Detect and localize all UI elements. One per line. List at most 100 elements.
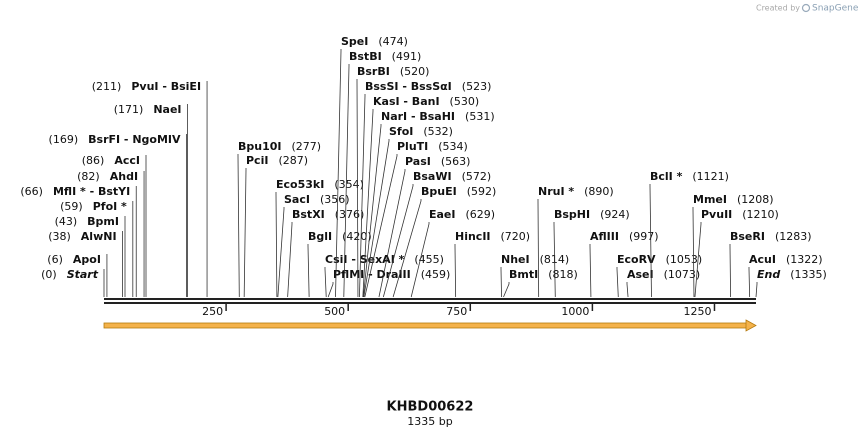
site-label: BsrBI (520) bbox=[357, 65, 429, 78]
site-name: Start bbox=[67, 268, 99, 281]
site-name: BpuEI bbox=[421, 185, 457, 198]
site-line bbox=[362, 124, 382, 298]
site-name: SpeI bbox=[341, 35, 368, 48]
site-line bbox=[363, 139, 390, 298]
site-name: PfoI * bbox=[93, 200, 127, 213]
site-name: BsrFI - NgoMIV bbox=[88, 133, 181, 146]
site-position: (459) bbox=[421, 268, 451, 281]
site-label: BmtI (818) bbox=[509, 268, 578, 281]
site-line bbox=[410, 222, 430, 298]
site-position: (924) bbox=[600, 208, 630, 221]
site-label: (66) MflI * - BstYI bbox=[20, 185, 130, 198]
ruler-label: 1250 bbox=[683, 305, 711, 318]
site-name: AseI bbox=[627, 268, 654, 281]
site-label: BsaWI (572) bbox=[413, 170, 491, 183]
logo-icon bbox=[801, 3, 811, 13]
site-position: (171) bbox=[114, 103, 144, 116]
site-position: (287) bbox=[278, 154, 308, 167]
site-position: (38) bbox=[48, 230, 71, 243]
site-name: BpmI bbox=[87, 215, 119, 228]
site-position: (6) bbox=[47, 253, 63, 266]
site-label: End (1335) bbox=[757, 268, 827, 281]
site-line bbox=[378, 169, 406, 298]
site-position: (491) bbox=[392, 50, 422, 63]
site-name: BsrBI bbox=[357, 65, 390, 78]
site-line bbox=[553, 222, 556, 298]
site-name: AflIII bbox=[590, 230, 619, 243]
site-label: HincII (720) bbox=[455, 230, 530, 243]
ruler-label: 250 bbox=[202, 305, 223, 318]
site-position: (572) bbox=[462, 170, 492, 183]
site-name: NruI * bbox=[538, 185, 574, 198]
site-position: (0) bbox=[41, 268, 57, 281]
site-label: (211) PvuI - BsiEI bbox=[92, 80, 201, 93]
site-line bbox=[616, 267, 619, 298]
site-position: (563) bbox=[441, 155, 471, 168]
site-line bbox=[692, 207, 695, 298]
site-label: (169) BsrFI - NgoMIV bbox=[49, 133, 181, 146]
site-position: (376) bbox=[335, 208, 365, 221]
site-position: (455) bbox=[414, 253, 444, 266]
site-name: BspHI bbox=[554, 208, 590, 221]
site-name: MflI * - BstYI bbox=[53, 185, 130, 198]
site-name: PciI bbox=[246, 154, 268, 167]
site-name: BmtI bbox=[509, 268, 538, 281]
site-position: (354) bbox=[334, 178, 364, 191]
site-label: AflIII (997) bbox=[590, 230, 659, 243]
site-label: (82) AhdI bbox=[77, 170, 138, 183]
site-label: SpeI (474) bbox=[341, 35, 408, 48]
site-name: Bpu10I bbox=[238, 140, 282, 153]
site-position: (629) bbox=[466, 208, 496, 221]
site-position: (211) bbox=[92, 80, 122, 93]
site-label: BpuEI (592) bbox=[421, 185, 496, 198]
site-label: Bpu10I (277) bbox=[238, 140, 321, 153]
site-line bbox=[324, 267, 327, 298]
dna-strand-bottom bbox=[104, 302, 756, 304]
site-label: CsiI - SexAI * (455) bbox=[325, 253, 444, 266]
site-name: Eco53kI bbox=[276, 178, 324, 191]
title: KHBD00622 bbox=[387, 400, 474, 415]
site-name: HincII bbox=[455, 230, 491, 243]
site-position: (277) bbox=[292, 140, 322, 153]
site-label: NheI (814) bbox=[501, 253, 569, 266]
site-name: MmeI bbox=[693, 193, 727, 206]
site-label: BclI * (1121) bbox=[650, 170, 729, 183]
site-position: (531) bbox=[465, 110, 495, 123]
site-line bbox=[626, 282, 629, 298]
site-name: BclI * bbox=[650, 170, 683, 183]
site-position: (1322) bbox=[786, 253, 823, 266]
site-label: NruI * (890) bbox=[538, 185, 614, 198]
site-name: BstBI bbox=[349, 50, 382, 63]
site-position: (1121) bbox=[692, 170, 729, 183]
site-name: BseRI bbox=[730, 230, 765, 243]
site-name: SacI bbox=[284, 193, 310, 206]
site-label: (43) BpmI bbox=[55, 215, 119, 228]
site-position: (1283) bbox=[775, 230, 812, 243]
feature-arrow-head bbox=[745, 319, 757, 332]
site-name: EaeI bbox=[429, 208, 456, 221]
ruler-label: 750 bbox=[446, 305, 467, 318]
site-label: AseI (1073) bbox=[627, 268, 700, 281]
site-name: BglI bbox=[308, 230, 332, 243]
site-line bbox=[237, 154, 240, 298]
site-position: (1210) bbox=[742, 208, 779, 221]
site-line bbox=[307, 244, 310, 298]
site-position: (356) bbox=[320, 193, 350, 206]
site-label: EcoRV (1053) bbox=[617, 253, 702, 266]
site-line bbox=[694, 222, 702, 298]
site-label: EaeI (629) bbox=[429, 208, 495, 221]
site-position: (474) bbox=[378, 35, 408, 48]
site-position: (534) bbox=[438, 140, 468, 153]
site-name: End bbox=[757, 268, 780, 281]
site-label: AcuI (1322) bbox=[749, 253, 823, 266]
site-line bbox=[454, 244, 457, 298]
site-name: AcuI bbox=[749, 253, 776, 266]
site-line bbox=[382, 184, 414, 298]
site-name: PvuII bbox=[701, 208, 732, 221]
site-name: PflMI - DraIII bbox=[333, 268, 411, 281]
site-position: (420) bbox=[342, 230, 372, 243]
site-label: PasI (563) bbox=[405, 155, 470, 168]
site-name: ApoI bbox=[73, 253, 101, 266]
site-line bbox=[589, 244, 592, 298]
